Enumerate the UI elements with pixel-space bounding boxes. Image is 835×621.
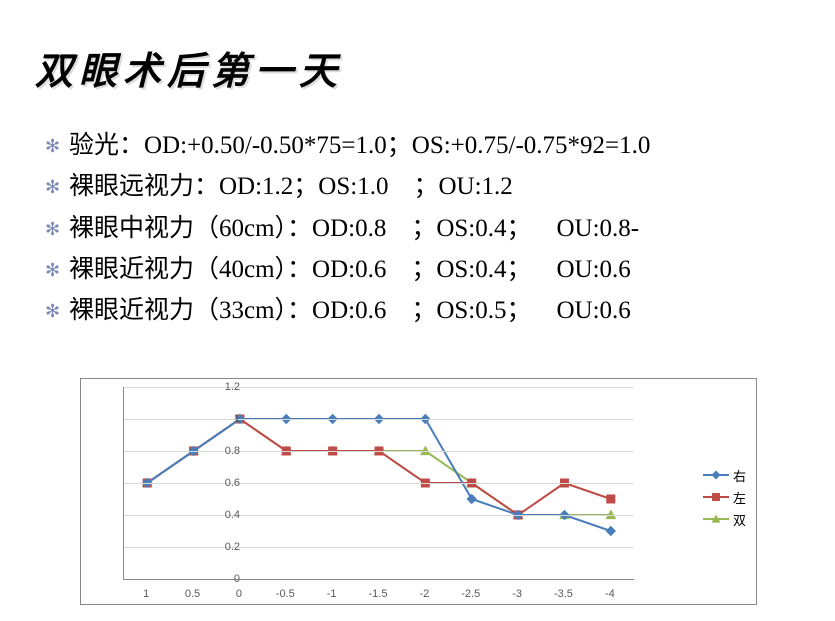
x-tick-label: -1 [327, 588, 337, 600]
bullet-text: 裸眼中视力（60cm）：OD:0.8 ；OS:0.4； OU:0.8- [69, 208, 639, 249]
y-tick-label: 0.8 [225, 445, 240, 457]
bullet-icon: ✻ [45, 297, 69, 327]
legend-label: 左 [733, 488, 746, 507]
bullet-text: 验光：OD:+0.50/-0.50*75=1.0；OS:+0.75/-0.75*… [69, 125, 650, 166]
y-tick-label: 0.2 [225, 541, 240, 553]
list-item: ✻ 裸眼远视力：OD:1.2；OS:1.0 ；OU:1.2 [45, 166, 815, 207]
x-tick-label: -3.5 [554, 588, 573, 600]
y-tick-label: 0.4 [225, 509, 240, 521]
x-tick-label: -0.5 [276, 588, 295, 600]
legend-item: 双 [703, 508, 746, 530]
x-tick-label: -2 [419, 588, 429, 600]
chart-legend: 右左双 [703, 464, 746, 530]
x-tick-label: -2.5 [461, 588, 480, 600]
x-tick-label: -3 [512, 588, 522, 600]
bullet-icon: ✻ [45, 173, 69, 203]
line-chart: 右左双 0 0.2 0.4 0.6 0.8 1 1.2 1 0.5 0 -0.5 -1 -1.5 -2 -2… [80, 378, 757, 605]
bullet-icon: ✻ [45, 215, 69, 245]
x-tick-label: 1 [143, 588, 149, 600]
legend-label: 右 [733, 466, 746, 485]
x-tick-label: -1.5 [369, 588, 388, 600]
legend-item: 左 [703, 486, 746, 508]
plot-area [123, 387, 634, 580]
y-tick-label: 0.6 [225, 477, 240, 489]
slide-title: 双眼术后第一天 [35, 40, 343, 95]
legend-label: 双 [733, 510, 746, 529]
bullet-icon: ✻ [45, 256, 69, 286]
bullet-list: ✻ 验光：OD:+0.50/-0.50*75=1.0；OS:+0.75/-0.7… [45, 125, 815, 331]
list-item: ✻ 裸眼近视力（40cm）：OD:0.6 ；OS:0.4； OU:0.6 [45, 249, 815, 290]
bullet-text: 裸眼近视力（33cm）：OD:0.6 ；OS:0.5； OU:0.6 [69, 290, 631, 331]
bullet-text: 裸眼远视力：OD:1.2；OS:1.0 ；OU:1.2 [69, 166, 513, 207]
legend-item: 右 [703, 464, 746, 486]
x-tick-label: -4 [605, 588, 615, 600]
list-item: ✻ 裸眼中视力（60cm）：OD:0.8 ；OS:0.4； OU:0.8- [45, 208, 815, 249]
y-tick-label: 1.2 [225, 381, 240, 393]
bullet-text: 裸眼近视力（40cm）：OD:0.6 ；OS:0.4； OU:0.6 [69, 249, 631, 290]
bullet-icon: ✻ [45, 132, 69, 162]
y-tick-label: 0 [234, 573, 240, 585]
list-item: ✻ 裸眼近视力（33cm）：OD:0.6 ；OS:0.5； OU:0.6 [45, 290, 815, 331]
y-tick-label: 1 [234, 413, 240, 425]
list-item: ✻ 验光：OD:+0.50/-0.50*75=1.0；OS:+0.75/-0.7… [45, 125, 815, 166]
x-tick-label: 0 [236, 588, 242, 600]
x-tick-label: 0.5 [185, 588, 200, 600]
